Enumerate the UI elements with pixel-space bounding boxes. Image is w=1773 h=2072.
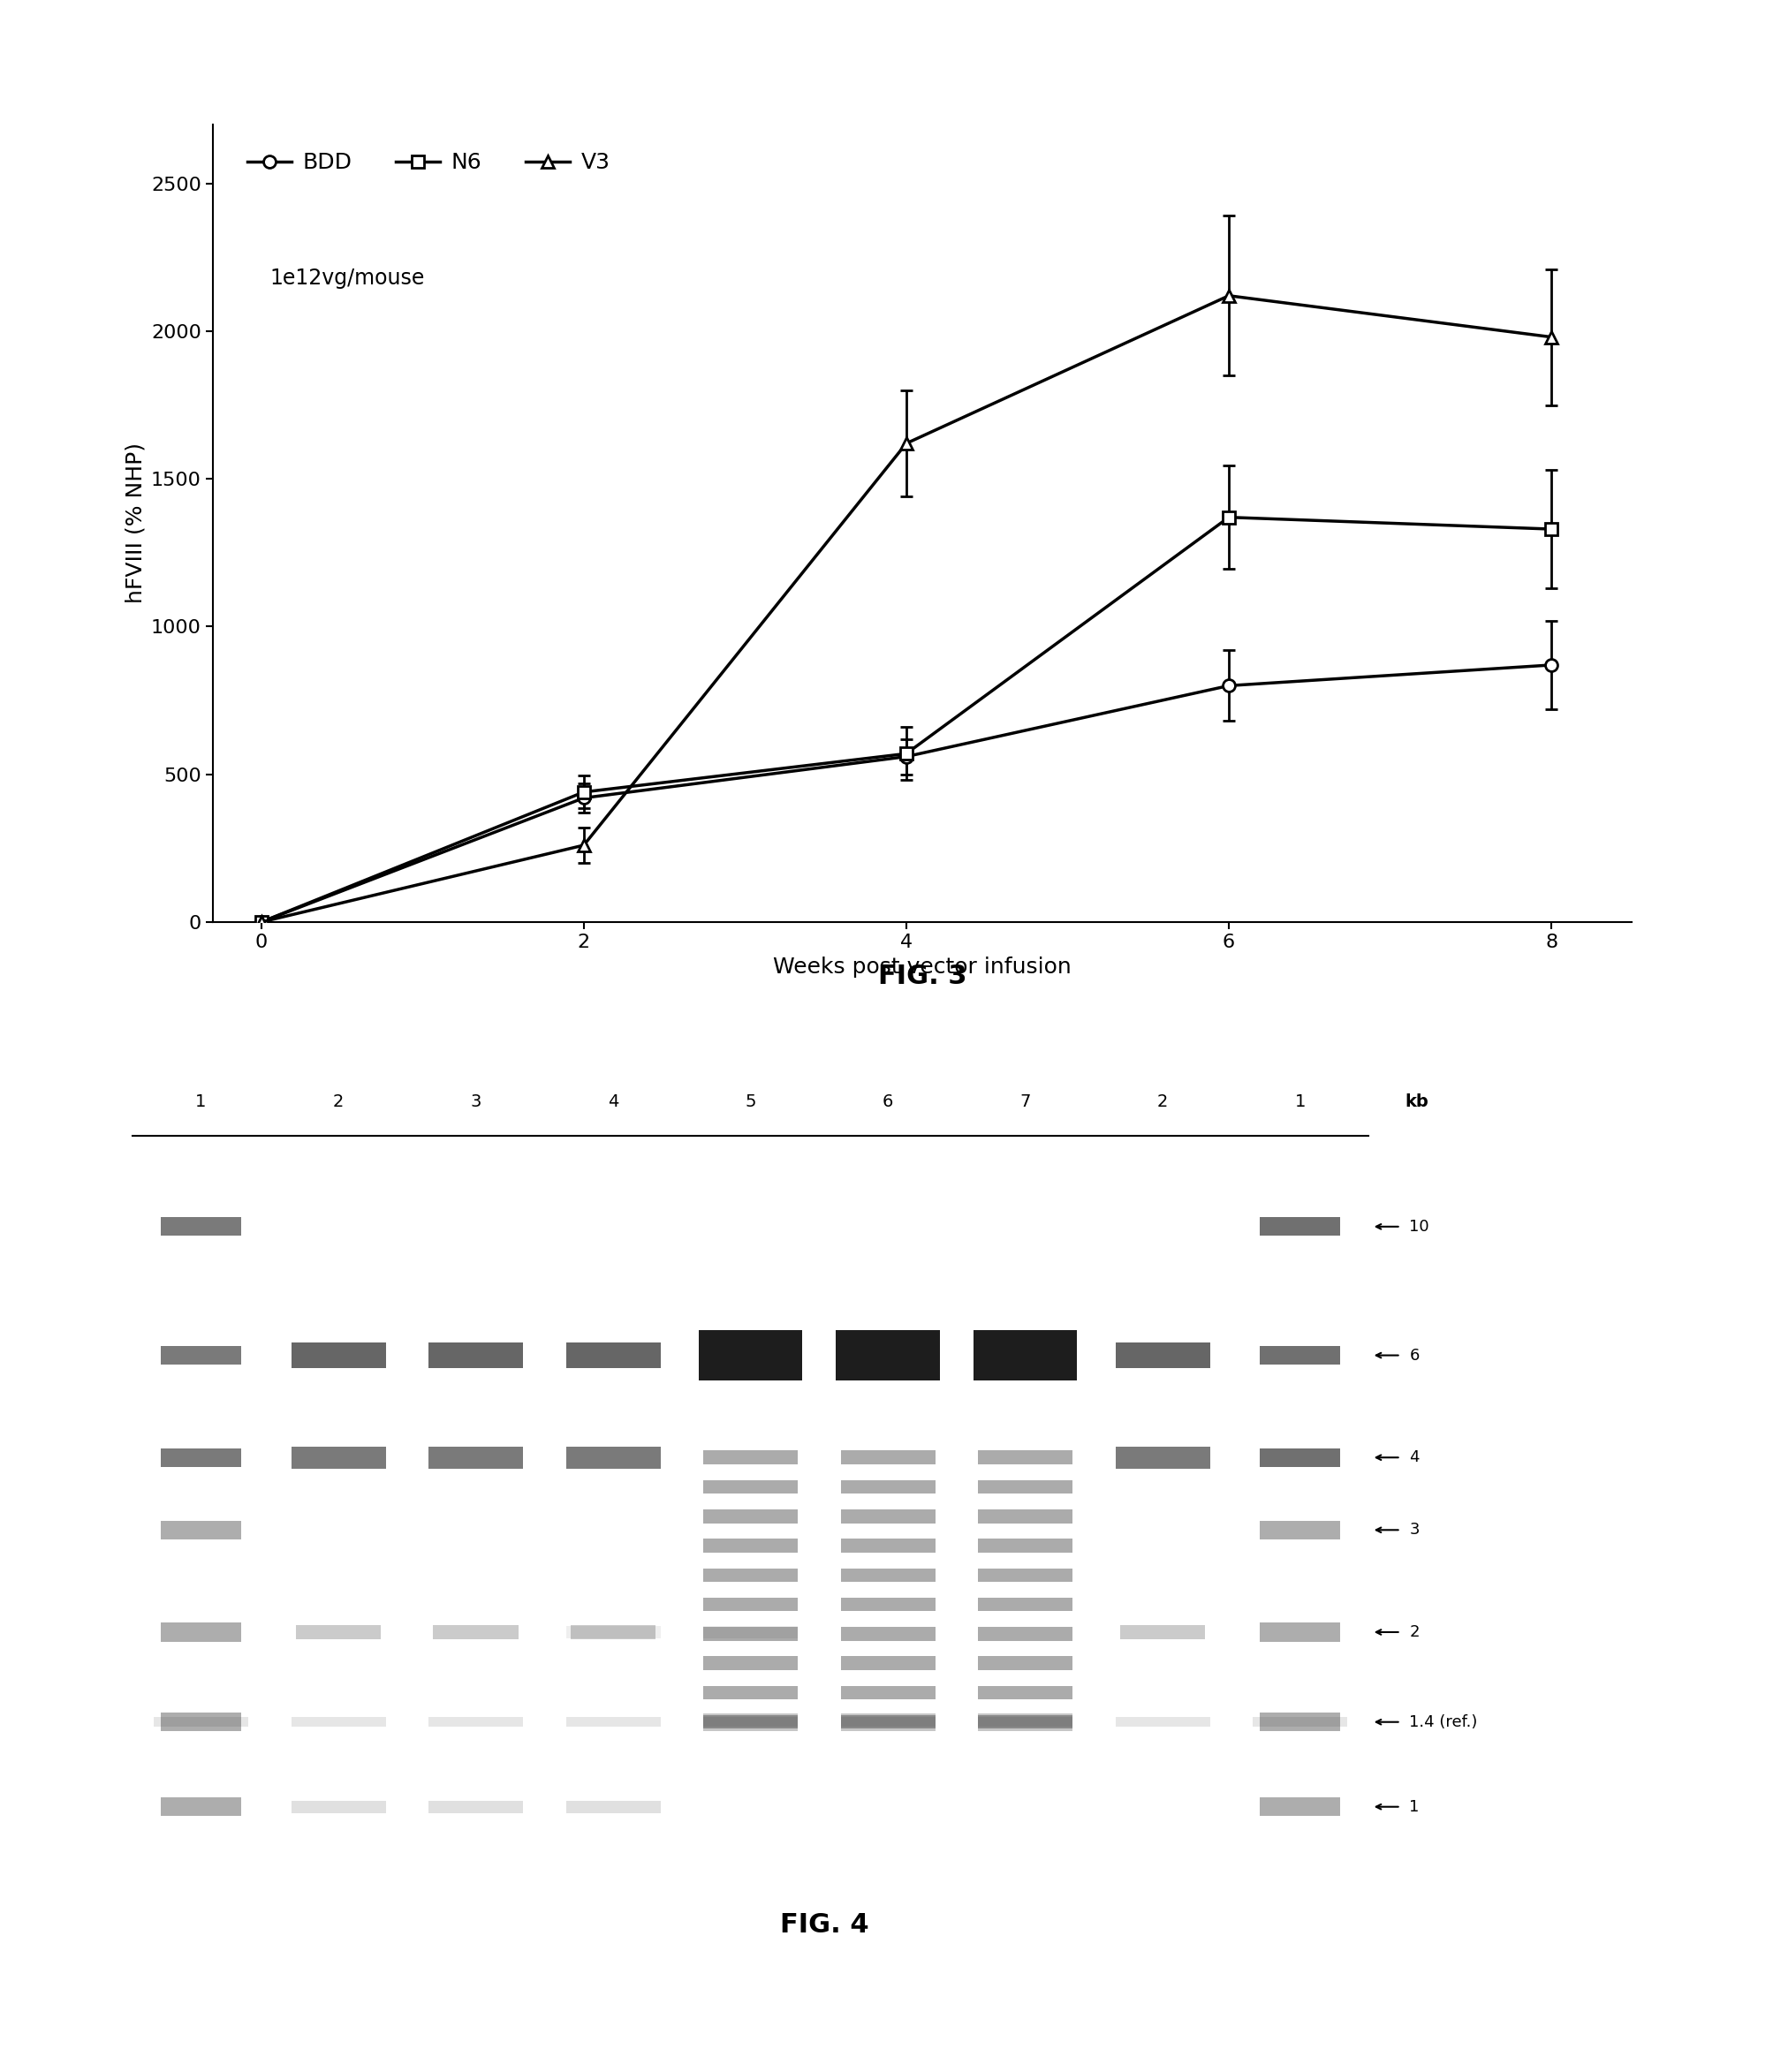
Text: 10: 10 [1410, 1218, 1429, 1235]
Text: 6: 6 [1410, 1347, 1418, 1363]
Bar [429, 1718, 523, 1726]
Text: 6: 6 [881, 1094, 894, 1111]
Bar [835, 1330, 940, 1380]
Bar [1115, 1343, 1209, 1368]
Bar [1259, 1796, 1340, 1815]
Y-axis label: hFVIII (% NHP): hFVIII (% NHP) [124, 443, 145, 603]
Bar [161, 1714, 241, 1732]
Text: 3: 3 [470, 1094, 480, 1111]
Bar [1259, 1622, 1340, 1641]
Legend: BDD, N6, V3: BDD, N6, V3 [238, 143, 619, 182]
Bar [571, 1624, 656, 1639]
Text: 1: 1 [1294, 1094, 1305, 1111]
Bar [1115, 1446, 1209, 1469]
Bar [566, 1343, 660, 1368]
Bar [702, 1569, 798, 1581]
Bar [1252, 1718, 1347, 1726]
Bar [977, 1656, 1073, 1670]
Bar [702, 1479, 798, 1494]
Text: 5: 5 [745, 1094, 755, 1111]
Bar [977, 1450, 1073, 1465]
Bar [977, 1569, 1073, 1581]
Bar [429, 1343, 523, 1368]
Bar [977, 1598, 1073, 1612]
Text: 1: 1 [195, 1094, 206, 1111]
Text: 1.4 (ref.): 1.4 (ref.) [1410, 1714, 1477, 1730]
Bar [702, 1627, 798, 1639]
Bar [840, 1479, 934, 1494]
Bar [840, 1627, 934, 1641]
Bar [840, 1714, 934, 1730]
Bar [291, 1446, 385, 1469]
Text: 1e12vg/mouse: 1e12vg/mouse [269, 267, 424, 290]
Text: FIG. 4: FIG. 4 [780, 1912, 869, 1937]
Bar [1259, 1347, 1340, 1365]
X-axis label: Weeks post vector infusion: Weeks post vector infusion [773, 957, 1071, 978]
Bar [161, 1448, 241, 1467]
Bar [840, 1687, 934, 1699]
Bar [154, 1718, 248, 1726]
Bar [433, 1624, 518, 1639]
Bar [429, 1446, 523, 1469]
Bar [977, 1539, 1073, 1552]
Bar [973, 1330, 1076, 1380]
Bar [702, 1450, 798, 1465]
Bar [977, 1508, 1073, 1523]
Bar [291, 1801, 385, 1813]
Bar [977, 1479, 1073, 1494]
Bar [702, 1687, 798, 1699]
Text: 1: 1 [1410, 1798, 1418, 1815]
Text: 4: 4 [608, 1094, 619, 1111]
Text: 2: 2 [1410, 1624, 1418, 1641]
Bar [291, 1718, 385, 1726]
Bar [429, 1801, 523, 1813]
Bar [840, 1656, 934, 1670]
Bar [977, 1627, 1073, 1641]
Bar [1259, 1714, 1340, 1732]
Bar [702, 1539, 798, 1552]
Bar [566, 1718, 660, 1726]
Text: FIG. 3: FIG. 3 [878, 963, 966, 988]
Bar [840, 1598, 934, 1612]
Bar [161, 1622, 241, 1641]
Bar [566, 1627, 660, 1639]
Bar [291, 1343, 385, 1368]
Text: 2: 2 [1156, 1094, 1168, 1111]
Bar [1115, 1718, 1209, 1726]
Bar [161, 1521, 241, 1539]
Bar [1259, 1521, 1340, 1539]
Text: 2: 2 [333, 1094, 344, 1111]
Bar [840, 1508, 934, 1523]
Bar [977, 1714, 1073, 1730]
Bar [1259, 1448, 1340, 1467]
Bar [702, 1718, 798, 1726]
Bar [566, 1446, 660, 1469]
Bar [840, 1569, 934, 1581]
Bar [1259, 1216, 1340, 1235]
Bar [702, 1656, 798, 1670]
Bar [977, 1687, 1073, 1699]
Bar [702, 1627, 798, 1641]
Text: kb: kb [1404, 1094, 1427, 1111]
Bar [161, 1796, 241, 1815]
Bar [840, 1450, 934, 1465]
Bar [977, 1718, 1073, 1726]
Bar [161, 1347, 241, 1365]
Bar [702, 1598, 798, 1612]
Bar [1119, 1624, 1204, 1639]
Text: 7: 7 [1019, 1094, 1030, 1111]
Bar [840, 1539, 934, 1552]
Bar [840, 1716, 934, 1728]
Bar [702, 1508, 798, 1523]
Bar [161, 1216, 241, 1235]
Bar [566, 1801, 660, 1813]
Bar [977, 1716, 1073, 1728]
Text: 4: 4 [1410, 1450, 1418, 1465]
Bar [840, 1718, 934, 1726]
Text: 3: 3 [1410, 1523, 1418, 1537]
Bar [699, 1330, 801, 1380]
Bar [702, 1714, 798, 1730]
Bar [296, 1624, 381, 1639]
Bar [702, 1716, 798, 1728]
